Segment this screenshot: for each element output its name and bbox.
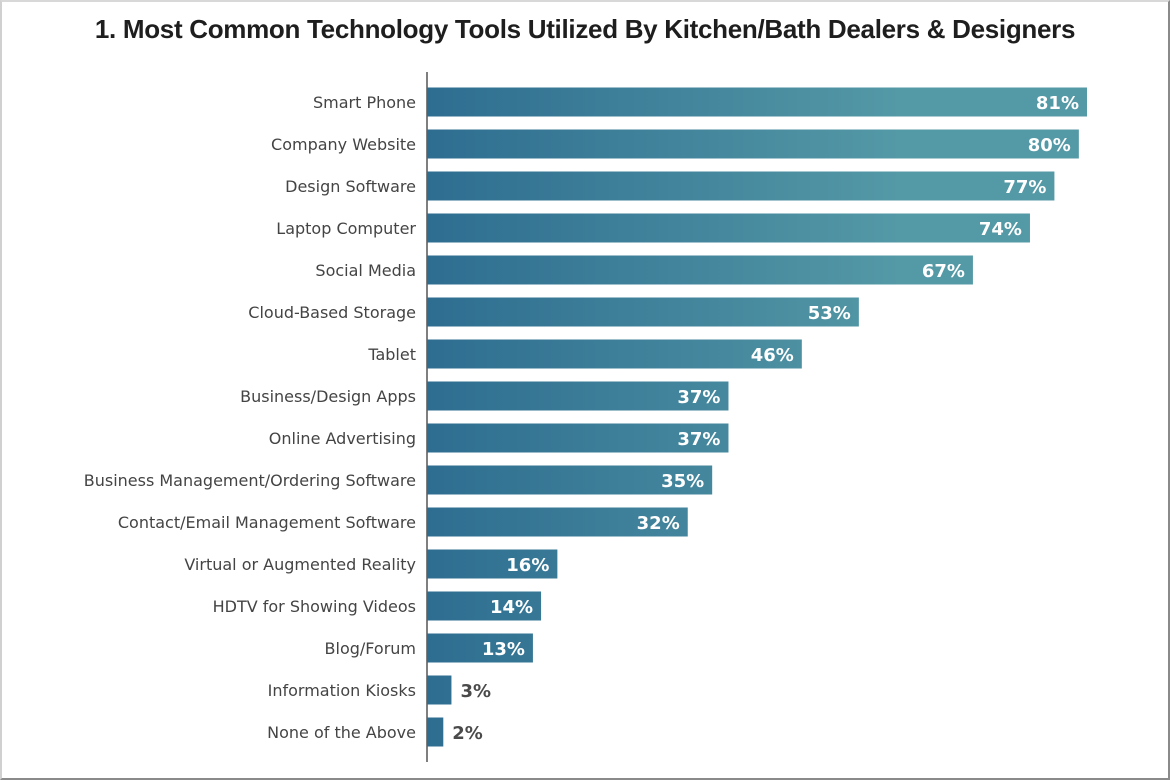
value-label: 53% [808, 303, 851, 324]
category-label: Design Software [285, 177, 416, 196]
value-label: 37% [677, 387, 720, 408]
bar-9 [427, 465, 713, 495]
category-label: Information Kiosks [268, 681, 416, 700]
value-label: 37% [677, 429, 720, 450]
category-label: Contact/Email Management Software [118, 513, 416, 532]
bar-2 [427, 171, 1055, 201]
bar-10 [427, 507, 688, 537]
bar-0 [427, 87, 1087, 117]
value-label: 35% [661, 471, 704, 492]
category-label: HDTV for Showing Videos [213, 597, 416, 616]
value-label: 2% [452, 723, 483, 744]
category-label: Business/Design Apps [240, 387, 416, 406]
category-label: Cloud-Based Storage [248, 303, 416, 322]
bar-15 [427, 717, 444, 747]
category-label: Online Advertising [269, 429, 416, 448]
bar-1 [427, 129, 1079, 159]
bar-14 [427, 675, 452, 705]
category-label: Social Media [315, 261, 416, 280]
value-label: 3% [460, 681, 491, 702]
bar-8 [427, 423, 729, 453]
category-label: Blog/Forum [325, 639, 416, 658]
category-label: Business Management/Ordering Software [84, 471, 416, 490]
bar-5 [427, 297, 859, 327]
bar-13 [427, 633, 533, 663]
category-label: Smart Phone [313, 93, 416, 112]
value-label: 16% [506, 555, 549, 576]
bar-3 [427, 213, 1030, 243]
value-label: 77% [1003, 177, 1046, 198]
value-label: 81% [1036, 93, 1079, 114]
value-label: 46% [751, 345, 794, 366]
value-label: 74% [979, 219, 1022, 240]
value-label: 14% [490, 597, 533, 618]
category-label: None of the Above [267, 723, 416, 742]
value-label: 67% [922, 261, 965, 282]
category-label: Laptop Computer [276, 219, 416, 238]
bar-6 [427, 339, 802, 369]
category-label: Company Website [271, 135, 416, 154]
bar-12 [427, 591, 542, 621]
chart-title: 1. Most Common Technology Tools Utilized… [94, 14, 1076, 44]
value-label: 32% [637, 513, 680, 534]
value-label: 80% [1028, 135, 1071, 156]
category-label: Tablet [367, 345, 416, 364]
category-label: Virtual or Augmented Reality [184, 555, 416, 574]
bar-11 [427, 549, 558, 579]
bar-7 [427, 381, 729, 411]
bar-4 [427, 255, 973, 285]
value-label: 13% [482, 639, 525, 660]
